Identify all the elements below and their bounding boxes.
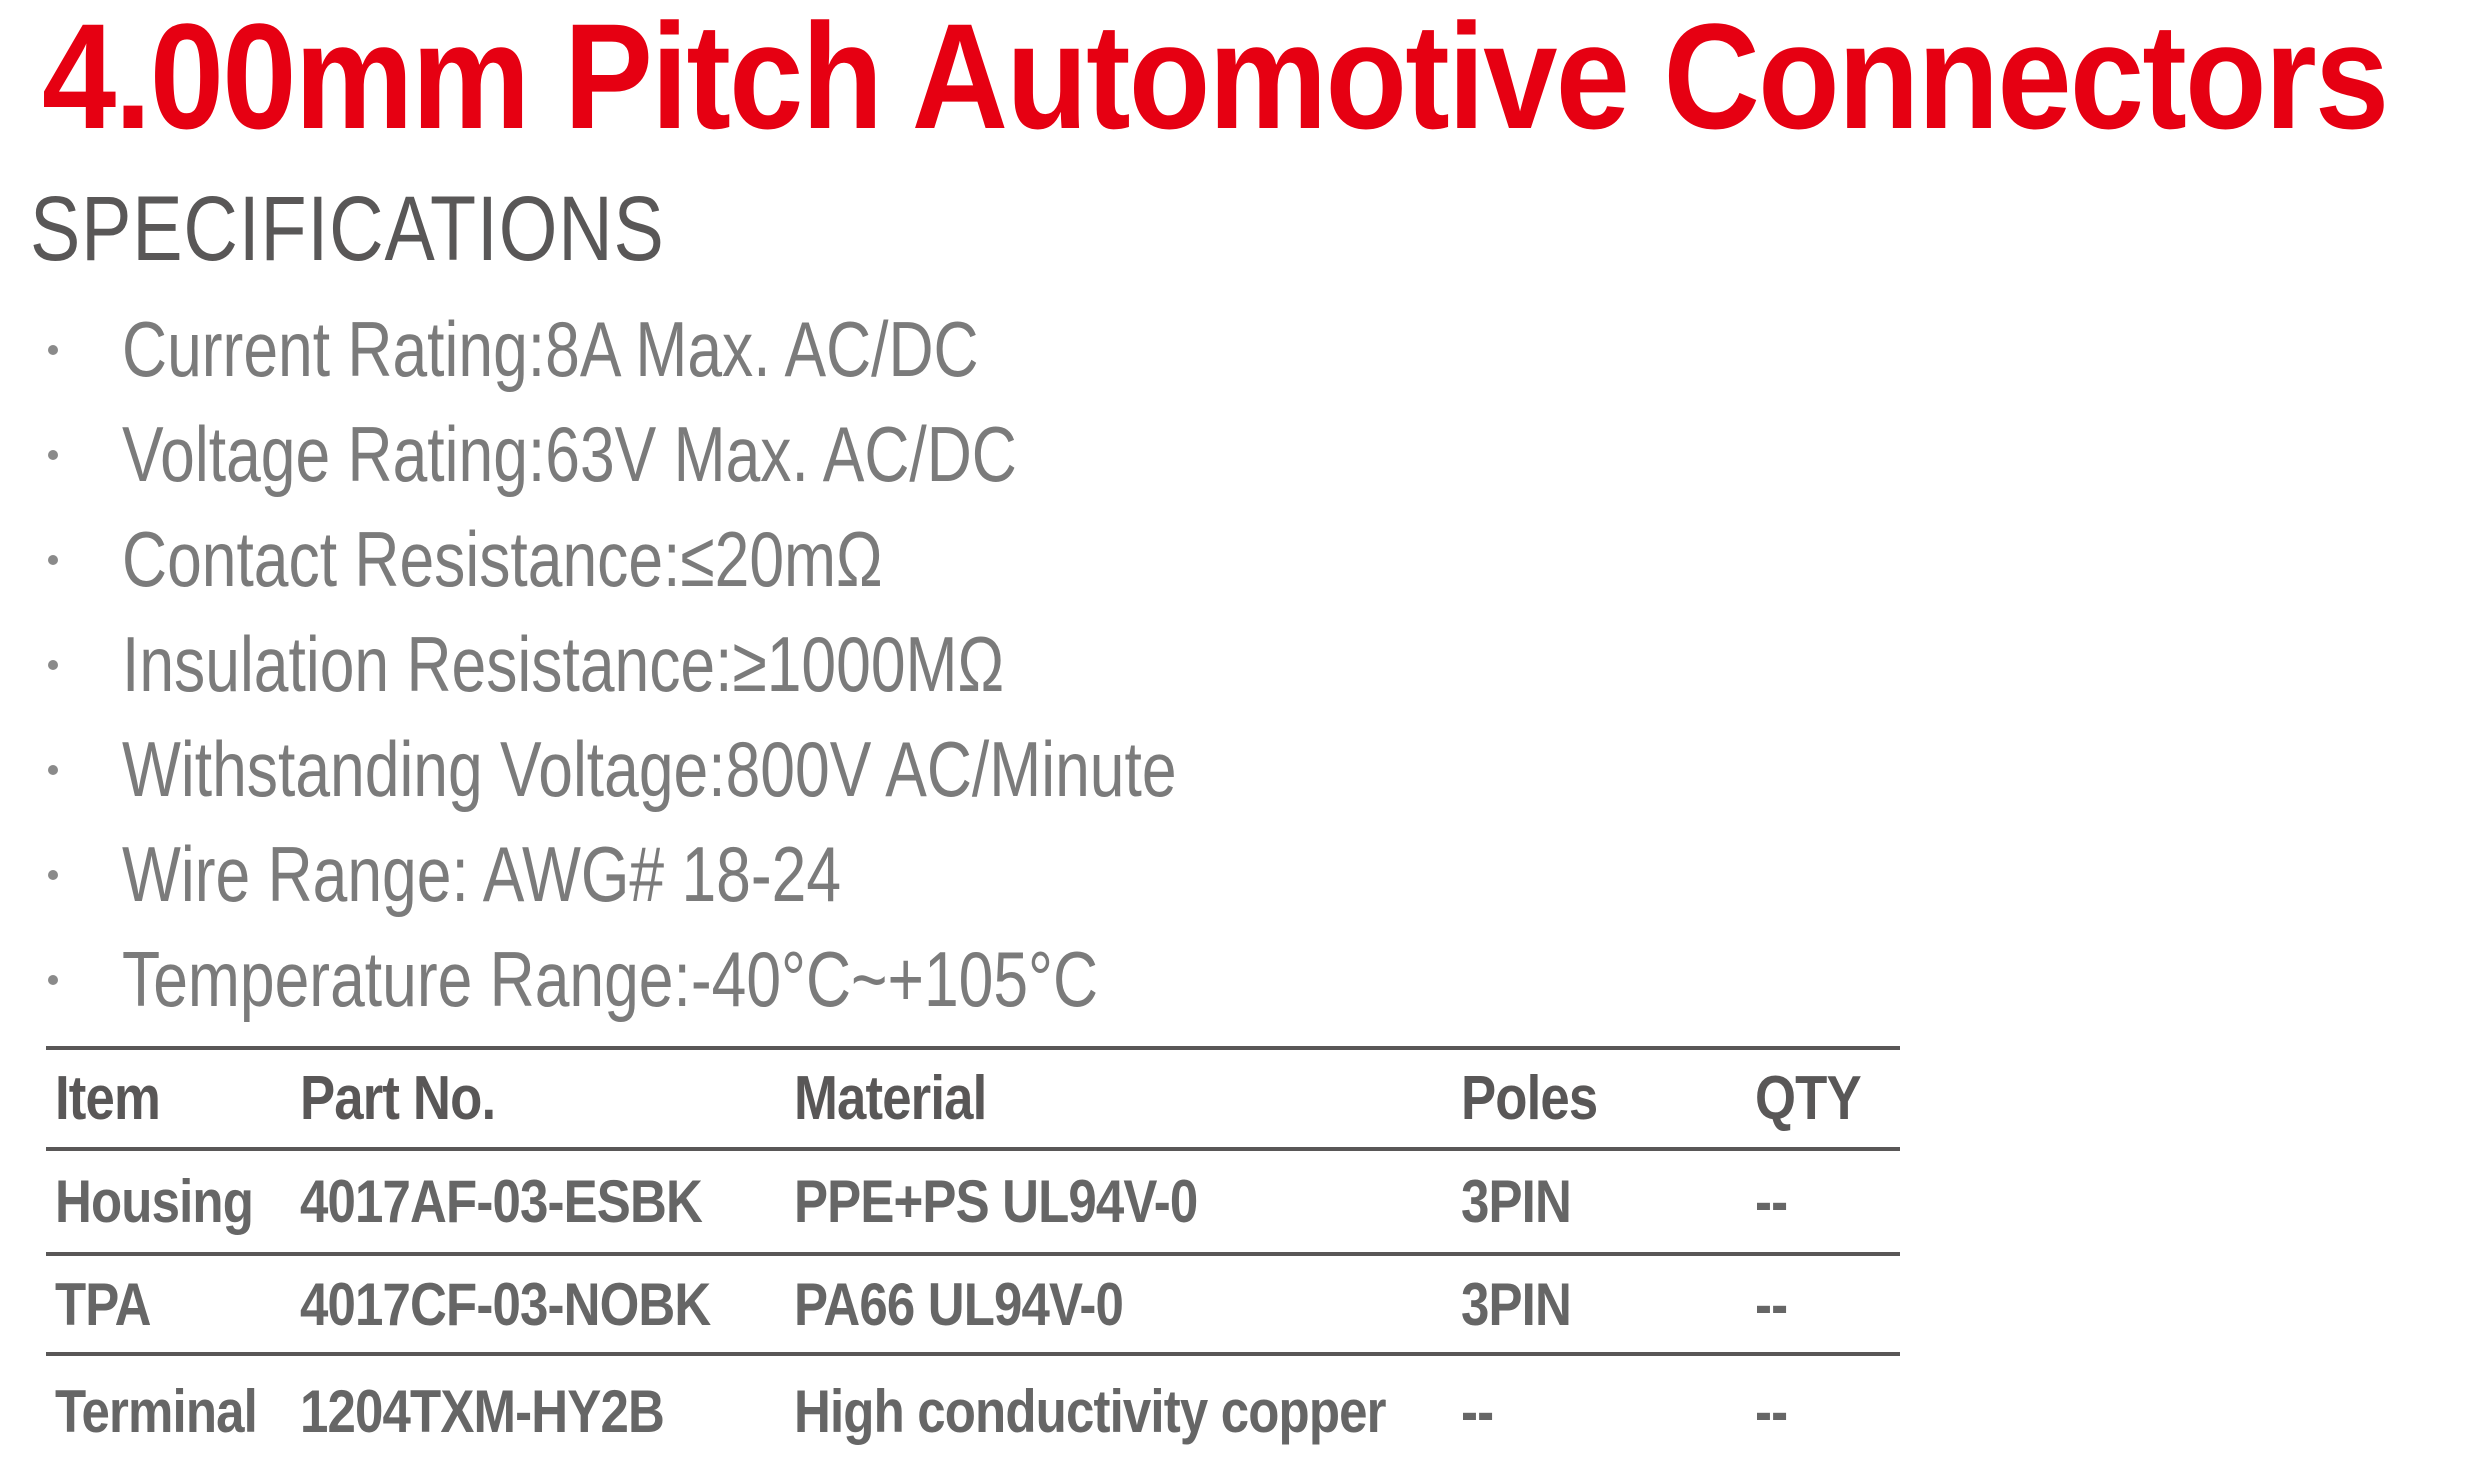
- list-item: Current Rating:8A Max. AC/DC: [0, 297, 2490, 402]
- list-item: Temperature Range:-40°C~+105°C: [0, 927, 2490, 1032]
- table-row: Housing 4017AF-03-ESBK PPE+PS UL94V-0 3P…: [46, 1149, 1900, 1254]
- column-label: QTY: [1755, 1064, 1862, 1133]
- cell-text: PA66 UL94V-0: [794, 1270, 1124, 1338]
- spec-item-text: Voltage Rating:63V Max. AC/DC: [122, 410, 1017, 498]
- bullet-dot-icon: [48, 449, 58, 460]
- table-cell: PA66 UL94V-0: [785, 1254, 1452, 1354]
- table-cell: 4017AF-03-ESBK: [291, 1149, 785, 1254]
- table-cell: PPE+PS UL94V-0: [785, 1149, 1452, 1254]
- column-label: Item: [55, 1064, 161, 1133]
- list-item: Contact Resistance:≤20mΩ: [0, 507, 2490, 612]
- table-cell: High conductivity copper: [785, 1354, 1452, 1466]
- page-title: 4.00mm Pitch Automotive Connectors: [42, 0, 2490, 161]
- bullet-dot-icon: [48, 974, 58, 985]
- table-header-cell: Poles: [1452, 1048, 1746, 1149]
- list-item: Wire Range: AWG# 18-24: [0, 822, 2490, 927]
- list-item: Voltage Rating:63V Max. AC/DC: [0, 402, 2490, 507]
- table-cell: TPA: [46, 1254, 291, 1354]
- section-heading-text: SPECIFICATIONS: [30, 178, 665, 280]
- parts-table-head: Item Part No. Material Poles QTY: [46, 1048, 1900, 1149]
- table-cell: --: [1746, 1354, 1900, 1466]
- spec-list: Current Rating:8A Max. AC/DC Voltage Rat…: [0, 297, 2490, 1032]
- page-title-text: 4.00mm Pitch Automotive Connectors: [42, 0, 2389, 160]
- table-header-row: Item Part No. Material Poles QTY: [46, 1048, 1900, 1149]
- table-header-cell: Material: [785, 1048, 1452, 1149]
- cell-text: PPE+PS UL94V-0: [794, 1168, 1198, 1235]
- bullet-dot-icon: [48, 344, 58, 355]
- table-header-cell: Item: [46, 1048, 291, 1149]
- list-item: Insulation Resistance:≥1000MΩ: [0, 612, 2490, 717]
- table-cell: Housing: [46, 1149, 291, 1254]
- column-label: Part No.: [300, 1064, 496, 1133]
- cell-text: 1204TXM-HY2B: [300, 1377, 665, 1445]
- bullet-dot-icon: [48, 764, 58, 775]
- table-cell: 1204TXM-HY2B: [291, 1354, 785, 1466]
- bullet-dot-icon: [48, 554, 58, 565]
- table-row: TPA 4017CF-03-NOBK PA66 UL94V-0 3PIN --: [46, 1254, 1900, 1354]
- table-cell: --: [1746, 1254, 1900, 1354]
- spec-item-text: Contact Resistance:≤20mΩ: [122, 515, 883, 603]
- table-header-cell: QTY: [1746, 1048, 1900, 1149]
- cell-text: --: [1755, 1168, 1788, 1235]
- cell-text: --: [1461, 1377, 1494, 1445]
- table-cell: 4017CF-03-NOBK: [291, 1254, 785, 1354]
- parts-table: Item Part No. Material Poles QTY Housing…: [46, 1046, 1900, 1466]
- cell-text: --: [1755, 1377, 1788, 1445]
- table-cell: 3PIN: [1452, 1149, 1746, 1254]
- cell-text: Terminal: [55, 1377, 258, 1445]
- column-label: Material: [794, 1064, 987, 1133]
- cell-text: --: [1755, 1270, 1788, 1338]
- parts-table-body: Housing 4017AF-03-ESBK PPE+PS UL94V-0 3P…: [46, 1149, 1900, 1466]
- table-cell: --: [1452, 1354, 1746, 1466]
- cell-text: 4017CF-03-NOBK: [300, 1270, 711, 1338]
- table-header-cell: Part No.: [291, 1048, 785, 1149]
- spec-item-text: Current Rating:8A Max. AC/DC: [122, 305, 979, 393]
- cell-text: High conductivity copper: [794, 1377, 1387, 1445]
- cell-text: 3PIN: [1461, 1270, 1572, 1338]
- column-label: Poles: [1461, 1064, 1598, 1133]
- table-cell: 3PIN: [1452, 1254, 1746, 1354]
- section-heading: SPECIFICATIONS: [30, 179, 2490, 279]
- list-item: Withstanding Voltage:800V AC/Minute: [0, 717, 2490, 822]
- spec-item-text: Insulation Resistance:≥1000MΩ: [122, 620, 1005, 708]
- cell-text: TPA: [55, 1270, 152, 1338]
- cell-text: 4017AF-03-ESBK: [300, 1168, 703, 1235]
- bullet-dot-icon: [48, 869, 58, 880]
- spec-item-text: Withstanding Voltage:800V AC/Minute: [122, 725, 1177, 813]
- cell-text: 3PIN: [1461, 1168, 1572, 1235]
- bullet-dot-icon: [48, 659, 58, 670]
- table-cell: Terminal: [46, 1354, 291, 1466]
- table-row: Terminal 1204TXM-HY2B High conductivity …: [46, 1354, 1900, 1466]
- table-cell: --: [1746, 1149, 1900, 1254]
- spec-item-text: Temperature Range:-40°C~+105°C: [122, 935, 1099, 1023]
- cell-text: Housing: [55, 1168, 254, 1235]
- spec-item-text: Wire Range: AWG# 18-24: [122, 830, 842, 918]
